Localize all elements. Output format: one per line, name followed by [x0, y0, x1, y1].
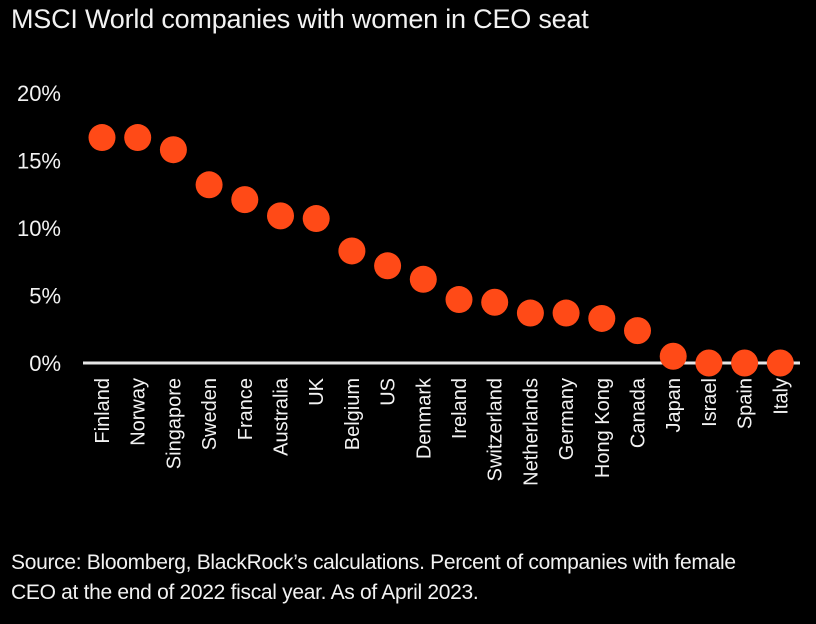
x-tick-label: Sweden	[199, 378, 221, 450]
x-tick-label: UK	[306, 377, 328, 405]
data-point-france	[231, 186, 259, 214]
data-point-spain	[731, 349, 759, 377]
y-tick-label: 10%	[17, 216, 61, 241]
y-axis: 0% 5% 10% 15% 20%	[17, 81, 61, 376]
x-axis: Finland Norway Singapore Sweden France Austra…	[92, 377, 792, 486]
x-tick-label: Netherlands	[520, 378, 542, 486]
data-point-denmark	[409, 265, 437, 293]
data-point-switzerland	[481, 288, 509, 316]
x-tick-label: France	[235, 378, 257, 440]
x-tick-label: Israel	[699, 378, 721, 427]
data-point-singapore	[159, 136, 187, 164]
data-point-israel	[695, 349, 723, 377]
x-tick-label: Italy	[770, 378, 792, 415]
data-point-ireland	[445, 286, 473, 314]
x-tick-label: Germany	[556, 378, 578, 460]
footnote-line-1: Source: Bloomberg, BlackRock’s calculati…	[11, 551, 736, 574]
x-tick-label: Denmark	[413, 377, 435, 459]
source-footnote: Source: Bloomberg, BlackRock’s calculati…	[11, 548, 811, 608]
y-tick-label: 0%	[29, 351, 61, 376]
data-point-italy	[766, 349, 794, 377]
data-point-sweden	[195, 171, 223, 199]
data-point-netherlands	[516, 299, 544, 327]
dot-plot: 0% 5% 10% 15% 20% Finland Norway Singapore Swed…	[17, 81, 800, 486]
y-tick-label: 15%	[17, 149, 61, 174]
data-point-us	[374, 252, 402, 280]
x-tick-label: US	[378, 378, 400, 406]
data-point-australia	[267, 202, 294, 230]
chart-title: MSCI World companies with women in CEO s…	[11, 4, 589, 34]
x-tick-label: Belgium	[342, 378, 364, 450]
data-points	[88, 124, 794, 377]
data-point-germany	[552, 299, 580, 327]
x-tick-label: Japan	[663, 378, 685, 433]
y-tick-label: 20%	[17, 81, 61, 106]
data-point-hong-kong	[588, 304, 616, 332]
x-tick-label: Australia	[271, 377, 293, 456]
y-tick-label: 5%	[29, 284, 61, 309]
data-point-norway	[124, 124, 152, 152]
x-tick-label: Norway	[128, 378, 150, 446]
x-tick-label: Spain	[735, 378, 757, 429]
x-tick-label: Hong Kong	[592, 378, 614, 478]
x-tick-label: Ireland	[449, 378, 471, 439]
data-point-belgium	[338, 237, 366, 265]
x-tick-label: Singapore	[163, 378, 185, 469]
x-tick-label: Finland	[92, 378, 114, 444]
data-point-japan	[659, 342, 687, 370]
data-point-uk	[302, 205, 330, 233]
x-tick-label: Canada	[628, 377, 650, 448]
footnote-line-2: CEO at the end of 2022 fiscal year. As o…	[11, 581, 479, 604]
data-point-finland	[88, 124, 116, 152]
data-point-canada	[624, 317, 651, 345]
x-tick-label: Switzerland	[485, 378, 507, 481]
